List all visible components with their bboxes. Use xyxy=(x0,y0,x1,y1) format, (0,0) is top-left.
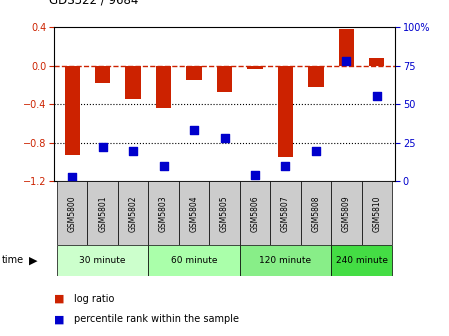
Bar xyxy=(301,181,331,245)
Point xyxy=(129,148,136,153)
Text: percentile rank within the sample: percentile rank within the sample xyxy=(74,314,239,324)
Text: GSM5803: GSM5803 xyxy=(159,195,168,232)
Bar xyxy=(331,245,392,276)
Point xyxy=(99,145,106,150)
Point xyxy=(373,94,380,99)
Text: GSM5809: GSM5809 xyxy=(342,195,351,232)
Text: 240 minute: 240 minute xyxy=(335,256,387,265)
Text: time: time xyxy=(2,255,24,265)
Bar xyxy=(148,181,179,245)
Point xyxy=(343,58,350,64)
Bar xyxy=(148,245,240,276)
Text: ▶: ▶ xyxy=(29,255,38,265)
Bar xyxy=(278,66,293,157)
Bar xyxy=(331,181,361,245)
Bar xyxy=(125,66,141,99)
Text: GSM5802: GSM5802 xyxy=(128,195,137,232)
Bar xyxy=(369,58,384,66)
Text: GSM5801: GSM5801 xyxy=(98,195,107,232)
Bar xyxy=(339,29,354,66)
Text: log ratio: log ratio xyxy=(74,294,114,304)
Bar xyxy=(361,181,392,245)
Bar xyxy=(95,66,110,83)
Bar xyxy=(308,66,324,87)
Text: ■: ■ xyxy=(54,314,64,324)
Bar xyxy=(217,66,232,92)
Text: 30 minute: 30 minute xyxy=(79,256,126,265)
Text: GSM5804: GSM5804 xyxy=(189,195,198,232)
Text: ■: ■ xyxy=(54,294,64,304)
Text: GDS322 / 9684: GDS322 / 9684 xyxy=(49,0,139,7)
Point xyxy=(221,135,228,141)
Point xyxy=(69,174,76,179)
Point xyxy=(251,173,259,178)
Text: GSM5807: GSM5807 xyxy=(281,195,290,232)
Bar xyxy=(118,181,148,245)
Text: GSM5805: GSM5805 xyxy=(220,195,229,232)
Text: GSM5808: GSM5808 xyxy=(312,195,321,232)
Bar xyxy=(240,245,331,276)
Bar xyxy=(88,181,118,245)
Bar xyxy=(57,181,88,245)
Bar xyxy=(57,245,148,276)
Text: GSM5806: GSM5806 xyxy=(251,195,260,232)
Bar xyxy=(65,66,80,155)
Text: 60 minute: 60 minute xyxy=(171,256,217,265)
Bar xyxy=(156,66,171,108)
Text: GSM5810: GSM5810 xyxy=(372,195,381,232)
Bar xyxy=(179,181,209,245)
Text: GSM5800: GSM5800 xyxy=(68,195,77,232)
Bar xyxy=(270,181,301,245)
Bar xyxy=(247,66,263,69)
Bar xyxy=(209,181,240,245)
Point xyxy=(282,163,289,169)
Bar xyxy=(186,66,202,80)
Point xyxy=(160,163,167,169)
Point xyxy=(313,148,320,153)
Text: 120 minute: 120 minute xyxy=(260,256,312,265)
Bar xyxy=(240,181,270,245)
Point xyxy=(190,128,198,133)
